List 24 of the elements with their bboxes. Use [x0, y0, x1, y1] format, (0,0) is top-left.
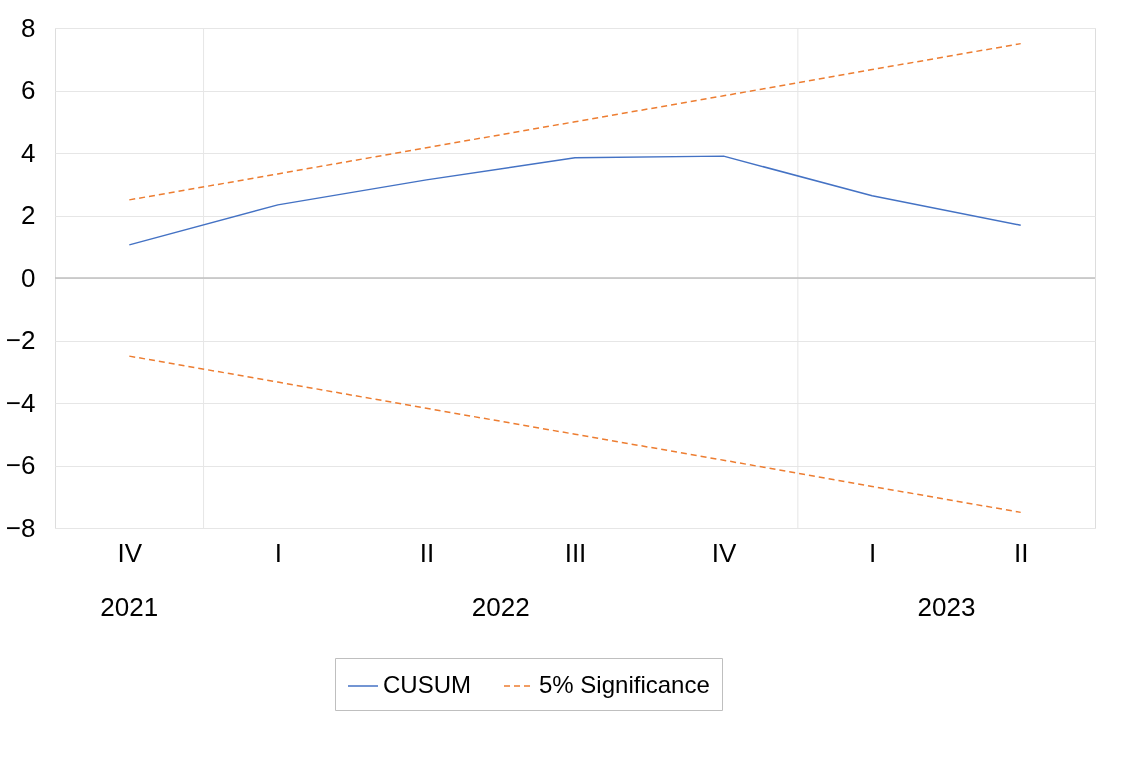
x-tick-label: II: [419, 537, 435, 568]
x-tick-label: I: [869, 537, 877, 568]
y-tick-label: 4: [21, 137, 36, 168]
x-tick-label: III: [564, 537, 587, 568]
x-tick-label: II: [1013, 537, 1029, 568]
y-tick-label: 0: [21, 262, 36, 293]
y-tick-label: 8: [21, 12, 36, 43]
text: 2022: [471, 592, 530, 622]
legend-label: CUSUM: [383, 671, 471, 698]
y-tick-label: −4: [5, 387, 36, 418]
y-tick-label: −8: [5, 512, 36, 543]
y-tick-label: −6: [5, 450, 36, 480]
line-series: [128, 155, 1022, 246]
y-tick-label: 6: [21, 75, 36, 105]
line-series: [128, 42, 1022, 201]
line-series: [128, 355, 1022, 514]
legend-label: 5% Significance: [539, 671, 710, 698]
y-tick-label: 2: [21, 200, 36, 230]
x-tick-label: IV: [711, 537, 738, 568]
x-tick-label: I: [274, 537, 282, 568]
y-tick-label: −2: [5, 325, 36, 355]
text: 2021: [100, 592, 159, 622]
x-tick-label: IV: [117, 537, 143, 568]
text: 2023: [917, 592, 976, 622]
